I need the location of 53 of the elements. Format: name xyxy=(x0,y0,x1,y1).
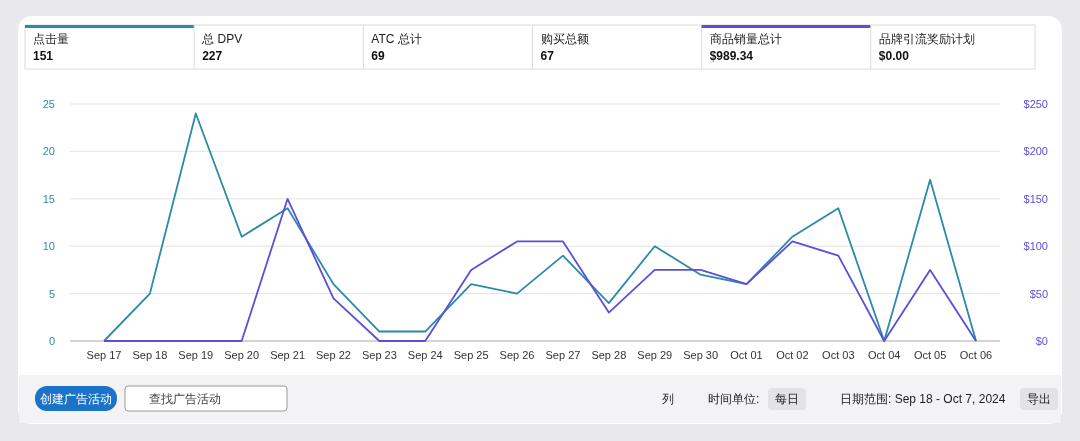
y2-tick-label: $100 xyxy=(1023,240,1048,253)
text: 227 xyxy=(202,49,223,63)
x-tick-label: Sep 18 xyxy=(132,349,168,361)
text: 列 xyxy=(662,392,674,406)
text: 日期范围: Sep 18 - Oct 7, 2024 xyxy=(840,392,1006,406)
x-tick-label: Sep 21 xyxy=(270,349,306,361)
x-tick-label: Oct 04 xyxy=(868,349,901,361)
x-tick-label: Sep 26 xyxy=(499,349,535,361)
y-tick-label: 10 xyxy=(42,240,55,253)
x-tick-label: Sep 22 xyxy=(316,349,351,361)
x-tick-label: Oct 02 xyxy=(776,349,809,361)
y-tick-label: 20 xyxy=(42,145,55,158)
y2-tick-label: $50 xyxy=(1029,287,1048,300)
text: $0.00 xyxy=(878,49,910,63)
y2-tick-label: $250 xyxy=(1023,98,1048,110)
y-tick-label: 5 xyxy=(48,287,55,300)
y-tick-label: 0 xyxy=(48,335,55,347)
text: 69 xyxy=(371,49,386,63)
text: 点击量 xyxy=(33,32,69,46)
x-tick-label: Sep 25 xyxy=(453,349,489,361)
text: 查找广告活动 xyxy=(149,392,221,406)
y-tick-label: 25 xyxy=(42,98,55,110)
x-tick-label: Sep 29 xyxy=(637,349,673,361)
text: 导出 xyxy=(1027,392,1051,406)
x-tick-label: Oct 06 xyxy=(959,349,993,361)
text: 商品销量总计 xyxy=(709,32,782,46)
x-tick-label: Sep 24 xyxy=(407,349,443,361)
text: 总 DPV xyxy=(201,32,243,46)
x-tick-label: Sep 28 xyxy=(591,349,627,361)
text: 时间单位: xyxy=(708,392,760,406)
x-tick-label: Sep 20 xyxy=(224,349,260,361)
x-tick-label: Sep 19 xyxy=(178,349,214,361)
text: $989.34 xyxy=(709,49,754,63)
y2-tick-label: $200 xyxy=(1023,145,1048,158)
y-tick-label: 15 xyxy=(42,192,55,205)
line-series xyxy=(103,197,977,342)
text: 67 xyxy=(540,49,555,63)
text: 品牌引流奖励计划 xyxy=(878,32,975,46)
line-series xyxy=(103,112,977,342)
x-tick-label: Sep 30 xyxy=(683,349,719,361)
x-tick-label: Oct 03 xyxy=(822,349,855,361)
x-tick-label: Sep 17 xyxy=(86,349,122,361)
text: 购买总额 xyxy=(540,32,589,46)
text: ATC 总计 xyxy=(371,32,422,46)
text: 151 xyxy=(33,49,54,63)
text: 每日 xyxy=(775,392,799,406)
y2-tick-label: $150 xyxy=(1023,192,1048,205)
x-tick-label: Oct 05 xyxy=(913,349,947,361)
x-tick-label: Oct 01 xyxy=(730,349,763,361)
text: 创建广告活动 xyxy=(40,392,112,406)
y2-tick-label: $0 xyxy=(1035,335,1048,347)
x-tick-label: Sep 27 xyxy=(545,349,581,361)
x-tick-label: Sep 23 xyxy=(361,349,397,361)
